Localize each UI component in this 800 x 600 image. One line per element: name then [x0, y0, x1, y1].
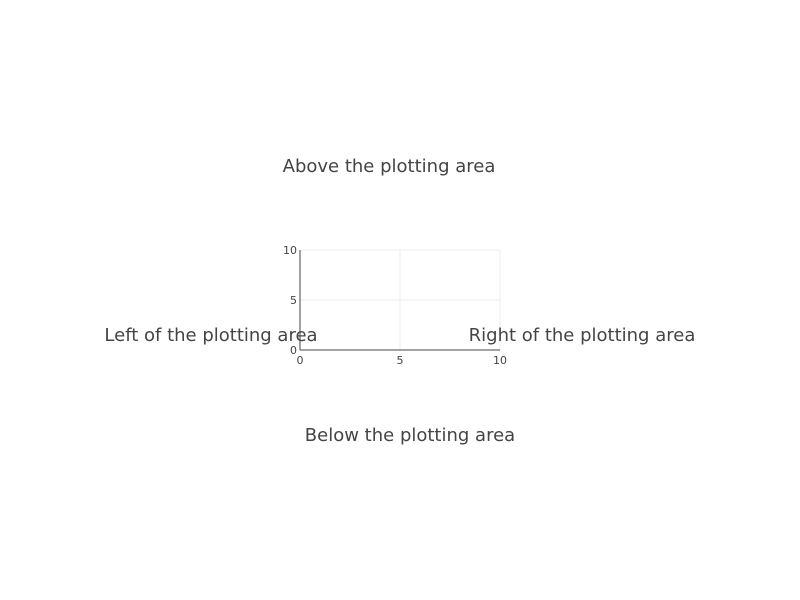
annotation-below: Below the plotting area — [305, 425, 515, 446]
x-tick-label: 10 — [493, 354, 507, 367]
axis-layer — [299, 250, 500, 351]
y-tick-labels: 0 5 10 — [283, 244, 297, 357]
annotations: Above the plotting area Left of the plot… — [104, 156, 695, 446]
y-tick-label: 10 — [283, 244, 297, 257]
y-tick-label: 5 — [290, 294, 297, 307]
annotation-above: Above the plotting area — [283, 156, 496, 177]
x-tick-labels: 0 5 10 — [297, 354, 508, 367]
grid-layer — [300, 249, 501, 350]
annotation-left: Left of the plotting area — [104, 325, 317, 346]
x-tick-label: 0 — [297, 354, 304, 367]
annotation-right: Right of the plotting area — [469, 325, 696, 346]
y-tick-label: 0 — [290, 344, 297, 357]
x-tick-label: 5 — [397, 354, 404, 367]
